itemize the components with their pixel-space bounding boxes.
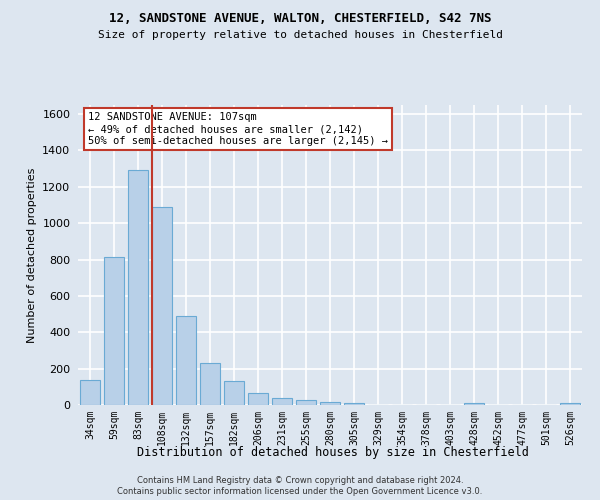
Bar <box>560 402 580 405</box>
Bar <box>344 403 364 405</box>
Text: Size of property relative to detached houses in Chesterfield: Size of property relative to detached ho… <box>97 30 503 40</box>
Bar <box>176 316 196 405</box>
Bar <box>248 393 268 405</box>
Text: Contains HM Land Registry data © Crown copyright and database right 2024.: Contains HM Land Registry data © Crown c… <box>137 476 463 485</box>
Bar <box>320 402 340 405</box>
Bar <box>272 398 292 405</box>
Text: 12 SANDSTONE AVENUE: 107sqm
← 49% of detached houses are smaller (2,142)
50% of : 12 SANDSTONE AVENUE: 107sqm ← 49% of det… <box>88 112 388 146</box>
Bar <box>104 257 124 405</box>
Bar <box>224 382 244 405</box>
Bar <box>464 402 484 405</box>
Bar <box>128 170 148 405</box>
Bar <box>152 207 172 405</box>
Bar <box>200 363 220 405</box>
Text: 12, SANDSTONE AVENUE, WALTON, CHESTERFIELD, S42 7NS: 12, SANDSTONE AVENUE, WALTON, CHESTERFIE… <box>109 12 491 26</box>
Text: Contains public sector information licensed under the Open Government Licence v3: Contains public sector information licen… <box>118 487 482 496</box>
Text: Distribution of detached houses by size in Chesterfield: Distribution of detached houses by size … <box>137 446 529 459</box>
Y-axis label: Number of detached properties: Number of detached properties <box>26 168 37 342</box>
Bar <box>296 400 316 405</box>
Bar <box>80 380 100 405</box>
